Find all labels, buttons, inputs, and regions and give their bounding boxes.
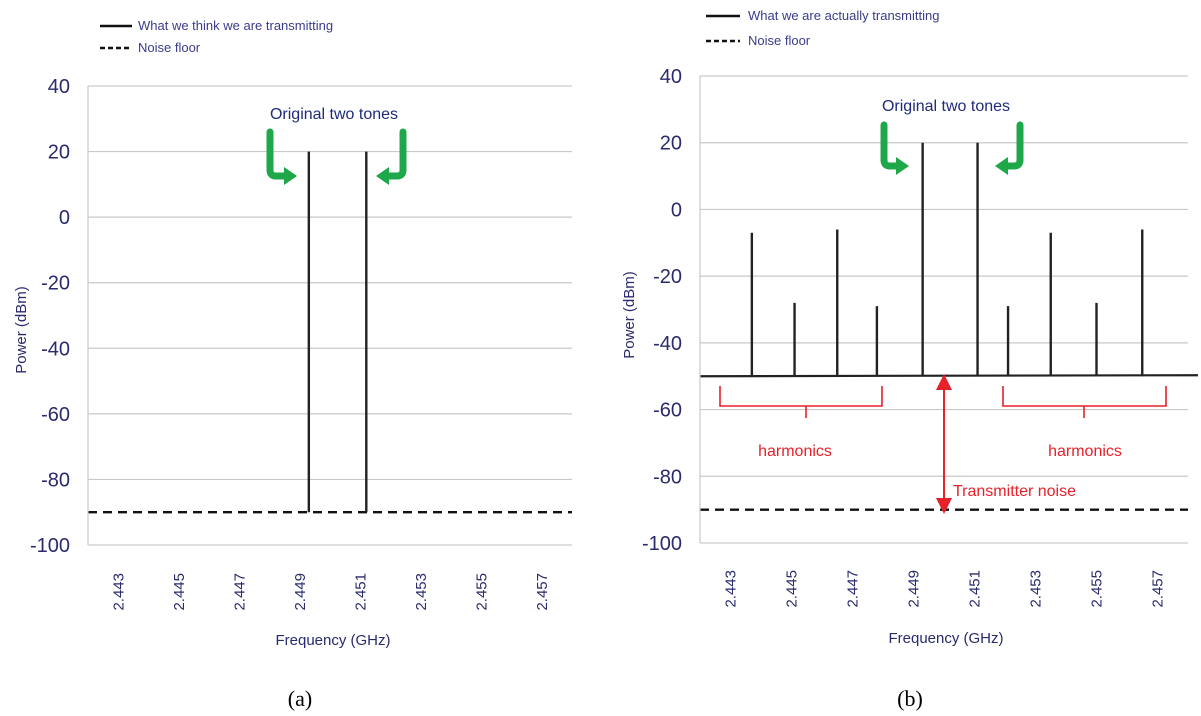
- panel-b-x-axis-label: Frequency (GHz): [888, 630, 1003, 647]
- panel-b-x-tick-label: 2.457: [1150, 570, 1167, 608]
- panel-a-annotation-original-tones: Original two tones: [270, 106, 398, 123]
- panel-b-x-tick-label: 2.453: [1028, 570, 1045, 608]
- panel-b-annotation-original-tones: Original two tones: [882, 98, 1010, 115]
- panel-a-x-tick-label: 2.445: [171, 573, 188, 611]
- panel-a-y-tick-label: -100: [30, 535, 70, 557]
- panel-a-y-tick-label: -80: [41, 469, 70, 491]
- panel-a-legend: What we think we are transmitting Noise …: [100, 18, 333, 55]
- panel-a-y-tick-label: -40: [41, 338, 70, 360]
- panel-a-x-tick-label: 2.443: [110, 573, 127, 611]
- panel-b-legend-series-2: Noise floor: [748, 33, 811, 48]
- panel-a-y-tick-label: 20: [48, 142, 70, 164]
- panel-a-x-tick-label: 2.455: [473, 573, 490, 611]
- panel-a-x-tick-label: 2.449: [292, 573, 309, 611]
- panel-b-chart: What we are actually transmitting Noise …: [621, 8, 1199, 711]
- panel-b-x-tick-label: 2.449: [906, 570, 923, 608]
- panel-b-harmonics-brace-right: [1002, 386, 1167, 418]
- panel-a-green-arrow-left: [266, 128, 297, 185]
- panel-b-harmonics-brace-left: [719, 386, 883, 418]
- panel-b-x-ticks: 2.443 2.445 2.447 2.449 2.451 2.453 2.455 2.457: [723, 570, 1167, 608]
- panel-b-y-tick-label: -40: [653, 333, 682, 355]
- panel-a-legend-series-1: What we think we are transmitting: [138, 18, 333, 33]
- panel-b-caption: (b): [897, 686, 923, 711]
- panel-a-green-arrow-right: [376, 128, 407, 185]
- panel-b-x-tick-label: 2.447: [845, 570, 862, 608]
- panel-b-signal-floor-line: [699, 374, 1199, 378]
- panel-b-legend: What we are actually transmitting Noise …: [706, 8, 939, 48]
- panel-a-legend-series-2: Noise floor: [138, 40, 201, 55]
- panel-b-y-tick-label: -100: [642, 533, 682, 555]
- panel-a-chart: What we think we are transmitting Noise …: [13, 18, 572, 711]
- panel-a-gridlines: [88, 85, 572, 546]
- panel-b-green-arrow-left: [880, 121, 909, 175]
- panel-a-y-axis-label: Power (dBm): [13, 286, 30, 374]
- panel-b-y-tick-label: -20: [653, 266, 682, 288]
- panel-b-legend-series-1: What we are actually transmitting: [748, 8, 939, 23]
- panel-a-x-axis-label: Frequency (GHz): [275, 632, 390, 649]
- panel-a-x-tick-label: 2.457: [534, 573, 551, 611]
- panel-b-green-arrow-right: [995, 121, 1024, 175]
- panel-b-stems: [750, 142, 1144, 377]
- panel-a-y-tick-label: -60: [41, 404, 70, 426]
- panel-a-x-ticks: 2.443 2.445 2.447 2.449 2.451 2.453 2.455 2.457: [110, 573, 551, 611]
- panel-b-x-tick-label: 2.455: [1089, 570, 1106, 608]
- panel-a-y-tick-label: 0: [59, 207, 70, 229]
- panel-b-y-tick-label: -80: [653, 466, 682, 488]
- panel-b-annotation-harmonics-right: harmonics: [1048, 443, 1122, 460]
- panel-b-x-tick-label: 2.443: [723, 570, 740, 608]
- panel-b-y-ticks: -100 -80 -60 -40 -20 0 20 40: [642, 66, 682, 555]
- panel-b-annotation-harmonics-left: harmonics: [758, 443, 832, 460]
- panel-a-x-tick-label: 2.447: [231, 573, 248, 611]
- panel-b-y-tick-label: 20: [660, 133, 682, 155]
- panel-a-y-tick-label: 40: [48, 76, 70, 98]
- panel-b-y-tick-label: 0: [671, 199, 682, 221]
- panel-b-y-tick-label: -60: [653, 400, 682, 422]
- panel-b-signal-floor: [699, 374, 1199, 378]
- panel-b-y-tick-label: 40: [660, 66, 682, 88]
- panel-b-y-axis-label: Power (dBm): [621, 271, 638, 359]
- panel-b-annotation-transmitter-noise: Transmitter noise: [953, 483, 1076, 500]
- panel-a-y-tick-label: -20: [41, 273, 70, 295]
- panel-a-x-tick-label: 2.451: [352, 573, 369, 611]
- panel-a-x-tick-label: 2.453: [413, 573, 430, 611]
- panel-a-y-ticks: -100 -80 -60 -40 -20 0 20 40: [30, 76, 70, 557]
- panel-a-caption: (a): [288, 686, 312, 711]
- panel-b-x-tick-label: 2.451: [967, 570, 984, 608]
- panel-a-stems: [307, 151, 368, 513]
- panel-b-x-tick-label: 2.445: [784, 570, 801, 608]
